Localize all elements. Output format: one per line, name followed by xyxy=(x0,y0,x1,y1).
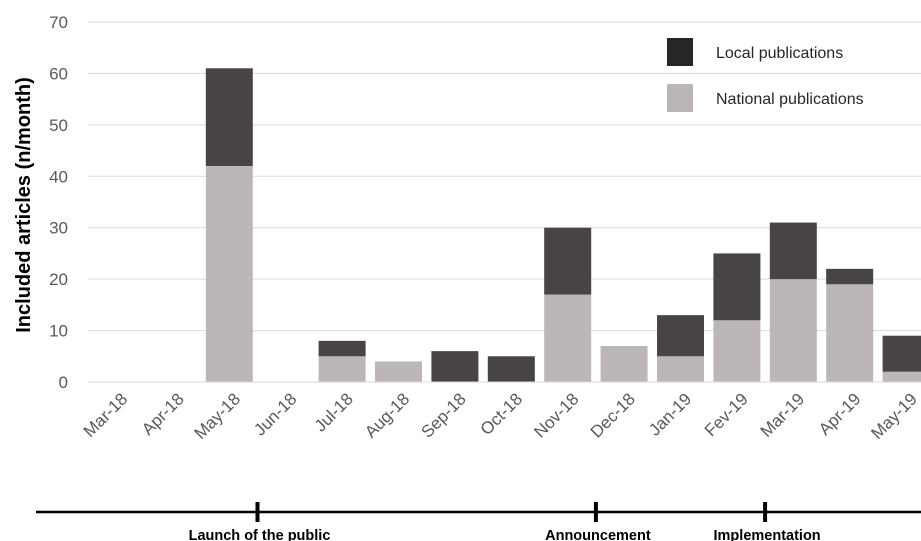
y-tick-label: 60 xyxy=(49,64,68,83)
bar-local-Oct-18 xyxy=(487,356,535,382)
x-tick-label: May-19 xyxy=(867,389,921,443)
bar-local-May-19 xyxy=(882,335,921,372)
x-tick-label: Mar-18 xyxy=(80,389,132,441)
bar-local-May-18 xyxy=(205,68,253,166)
legend: Local publications National publications xyxy=(667,38,864,112)
x-tick-label: May-18 xyxy=(191,389,245,443)
x-tick-label: Apr-18 xyxy=(138,389,188,439)
y-tick-label: 50 xyxy=(49,116,68,135)
bar-local-Mar-19 xyxy=(769,222,817,280)
x-tick-label: Apr-19 xyxy=(815,389,865,439)
y-tick-label: 10 xyxy=(49,322,68,341)
y-axis-ticks: 0 10 20 30 40 50 60 70 xyxy=(49,13,68,392)
y-axis-label: Included articles (n/month) xyxy=(13,77,35,333)
bar-national-Fev-19 xyxy=(713,320,761,382)
bar-local-Jul-18 xyxy=(318,340,366,357)
y-tick-label: 70 xyxy=(49,13,68,32)
bar-local-Jan-19 xyxy=(657,315,704,357)
x-tick-label: Mar-19 xyxy=(757,389,809,441)
bar-national-May-18 xyxy=(205,166,253,382)
legend-label: Local publications xyxy=(716,45,843,62)
x-tick-label: Dec-18 xyxy=(587,389,639,441)
x-axis-ticks: Mar-18 Apr-18 May-18 Jun-18 Jul-18 Aug-18 Sep-… xyxy=(80,389,921,443)
bars xyxy=(205,68,921,382)
bar-national-Jan-19 xyxy=(657,356,704,382)
x-tick-label: Oct-18 xyxy=(477,389,527,439)
timeline-event-label: Announcement xyxy=(545,528,651,541)
bar-local-Sep-18 xyxy=(431,351,479,382)
legend-label: National publications xyxy=(716,91,864,108)
y-tick-label: 40 xyxy=(49,167,68,186)
bar-national-May-19 xyxy=(882,371,921,382)
bar-national-Nov-18 xyxy=(544,294,592,382)
legend-swatch xyxy=(667,38,693,66)
bar-national-Dec-18 xyxy=(600,346,648,382)
x-tick-label: Jan-19 xyxy=(645,389,695,439)
bar-local-Fev-19 xyxy=(713,253,761,321)
x-tick-label: Nov-18 xyxy=(530,389,582,441)
x-tick-label: Aug-18 xyxy=(361,389,413,441)
x-tick-label: Sep-18 xyxy=(418,389,470,441)
x-tick-label: Fev-19 xyxy=(701,389,752,440)
bar-national-Mar-19 xyxy=(769,279,817,382)
timeline-event-label: Launch of the public xyxy=(189,528,331,541)
bar-local-Apr-19 xyxy=(826,268,874,285)
timeline-event-label: Implementation xyxy=(714,528,821,541)
legend-swatch xyxy=(667,84,693,112)
timeline: Launch of the publicconsultationAnnounce… xyxy=(36,502,921,541)
y-tick-label: 0 xyxy=(59,373,68,392)
x-tick-label: Jul-18 xyxy=(311,389,357,435)
bar-national-Aug-18 xyxy=(375,361,422,382)
y-tick-label: 20 xyxy=(49,270,68,289)
bar-national-Jul-18 xyxy=(318,356,366,382)
bar-national-Apr-19 xyxy=(826,284,874,382)
bar-local-Nov-18 xyxy=(544,227,592,295)
x-tick-label: Jun-18 xyxy=(250,389,300,439)
y-tick-label: 30 xyxy=(49,219,68,238)
